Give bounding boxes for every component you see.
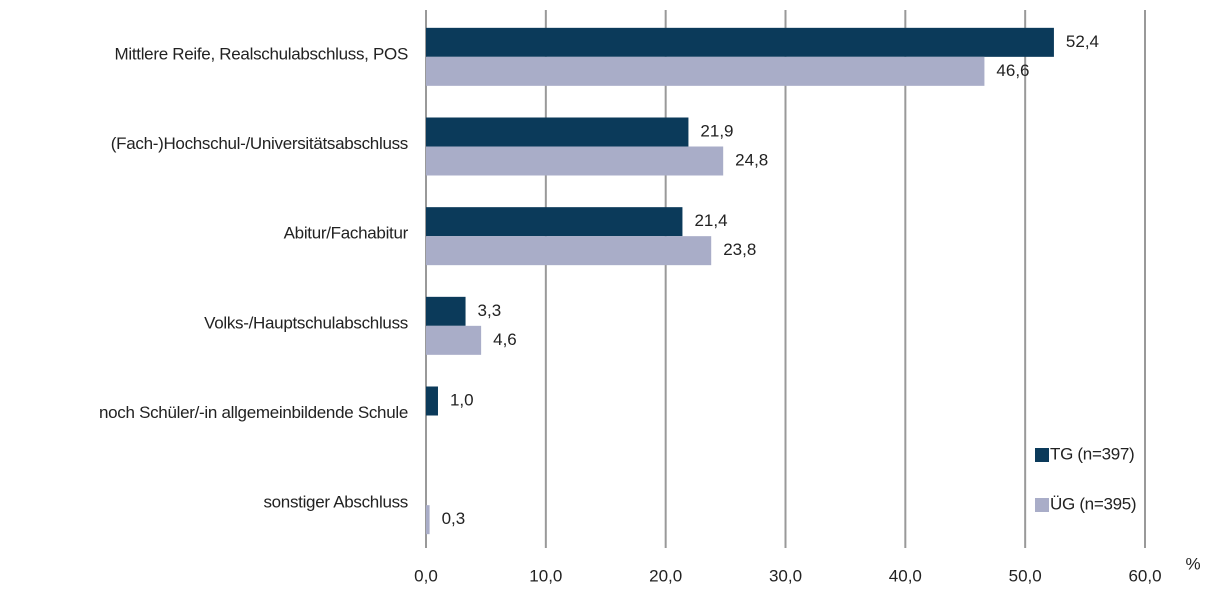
y-tick-label: noch Schüler/-in allgemeinbildende Schul…: [99, 403, 408, 422]
bar: [426, 56, 985, 86]
y-tick-label: sonstiger Abschluss: [263, 493, 408, 512]
value-label: 52,4: [1066, 32, 1099, 51]
x-tick-label: 30,0: [769, 566, 802, 585]
x-tick-label: 0,0: [414, 566, 438, 585]
y-tick-label: Mittlere Reife, Realschulabschluss, POS: [115, 44, 408, 63]
value-label: 4,6: [493, 330, 517, 349]
x-axis-label: %: [1185, 554, 1200, 573]
bar: [426, 146, 724, 176]
value-label: 1,0: [450, 390, 474, 409]
bar: [426, 296, 466, 326]
x-tick-label: 40,0: [889, 566, 922, 585]
bar: [426, 207, 683, 237]
legend-label: TG (n=397): [1050, 444, 1134, 463]
bar: [426, 325, 482, 355]
value-label: 0,3: [442, 509, 466, 528]
bar: [426, 236, 712, 266]
value-label: 46,6: [996, 61, 1029, 80]
x-tick-label: 60,0: [1128, 566, 1161, 585]
legend-label: ÜG (n=395): [1050, 494, 1136, 513]
y-tick-label: Volks-/Hauptschulabschluss: [204, 313, 408, 332]
bar: [426, 27, 1054, 57]
value-label: 24,8: [735, 150, 768, 169]
y-tick-label: Abitur/Fachabitur: [284, 224, 409, 243]
value-label: 21,9: [700, 121, 733, 140]
x-tick-label: 50,0: [1009, 566, 1042, 585]
x-tick-label: 10,0: [529, 566, 562, 585]
x-tick-label: 20,0: [649, 566, 682, 585]
legend-swatch: [1035, 448, 1049, 462]
legend-swatch: [1035, 498, 1049, 512]
y-tick-label: (Fach-)Hochschul-/Universitätsabschluss: [111, 134, 408, 153]
value-label: 21,4: [694, 211, 727, 230]
bar: [426, 117, 689, 147]
value-label: 23,8: [723, 240, 756, 259]
bar: [426, 386, 438, 416]
value-label: 3,3: [478, 301, 502, 320]
bar: [426, 505, 430, 535]
